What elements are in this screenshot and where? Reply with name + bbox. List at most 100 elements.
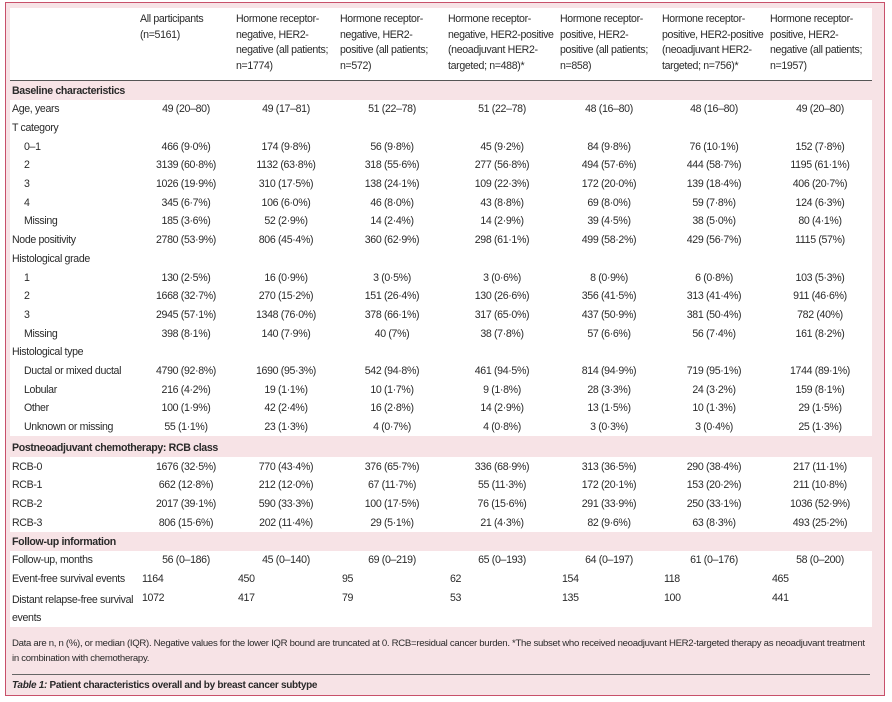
value-cell: 59 (7·8%) xyxy=(692,196,736,209)
table-row: Lobular 216 (4·2%) 19 (1·1%) 10 (1·7%) 9 (1·… xyxy=(10,380,872,399)
value-cell: 45 (0–140) xyxy=(262,554,310,567)
value-cell: 69 (8·0%) xyxy=(587,196,631,209)
value-cell: 151 (26·4%) xyxy=(364,290,420,303)
row-label: Missing xyxy=(24,327,58,340)
value-cell: 57 (6·6%) xyxy=(587,327,631,340)
value-cell: 130 (2·5%) xyxy=(161,271,211,284)
row-label: Postneoadjuvant chemotherapy: RCB class xyxy=(10,436,872,458)
value-cell: 313 (36·5%) xyxy=(581,460,637,473)
value-cell: 336 (68·9%) xyxy=(474,460,530,473)
value-cell: 55 (11·3%) xyxy=(477,479,527,492)
value-cell: 16 (2·8%) xyxy=(370,402,414,415)
value-cell: 770 (43·4%) xyxy=(258,460,314,473)
value-cell: 662 (12·8%) xyxy=(158,479,214,492)
value-cell: 493 (25·2%) xyxy=(792,516,848,529)
value-cell: 313 (41·4%) xyxy=(686,290,742,303)
row-label: 2 xyxy=(24,159,30,172)
value-cell: 441 xyxy=(772,591,789,604)
value-cell: 217 (11·1%) xyxy=(793,460,847,473)
patient-characteristics-table: All participants (n=5161) Hormone recepto… xyxy=(10,8,872,627)
value-cell: 14 (2·9%) xyxy=(480,215,524,228)
row-label: Follow-up, months xyxy=(12,554,93,567)
value-cell: 138 (24·1%) xyxy=(364,178,420,191)
value-cell: 494 (57·6%) xyxy=(581,159,637,172)
row-label: 2 xyxy=(24,290,30,303)
value-cell: 9 (1·8%) xyxy=(483,383,521,396)
value-cell: 211 (10·8%) xyxy=(793,479,847,492)
table-row: 3 1026 (19·9%) 310 (17·5%) 138 (24·1%) 109 (… xyxy=(10,175,872,194)
table-row: 0–1 466 (9·0%) 174 (9·8%) 56 (9·8%) 45 (9·2%… xyxy=(10,137,872,156)
row-label: Follow-up information xyxy=(10,532,872,552)
value-cell: 80 (4·1%) xyxy=(798,215,842,228)
value-cell: 4790 (92·8%) xyxy=(156,364,216,377)
value-cell: 56 (0–186) xyxy=(162,554,210,567)
column-header: Hormone receptor-positive, HER2-positive… xyxy=(560,13,648,72)
value-cell: 1164 xyxy=(142,573,164,586)
value-cell: 3 (0·6%) xyxy=(483,271,521,284)
value-cell: 814 (94·9%) xyxy=(581,364,637,377)
value-cell: 2945 (57·1%) xyxy=(156,308,216,321)
table-row: Missing 185 (3·6%) 52 (2·9%) 14 (2·4%) 14 (2… xyxy=(10,212,872,231)
value-cell: 63 (8·3%) xyxy=(692,516,736,529)
table-header-row: All participants (n=5161) Hormone recepto… xyxy=(10,8,872,81)
value-cell: 1690 (95·3%) xyxy=(256,364,316,377)
table-row: Age, years 49 (20–80) 49 (17–81) 51 (22–78)… xyxy=(10,100,872,119)
column-header: Hormone receptor-negative, HER2-negative… xyxy=(236,13,329,72)
value-cell: 55 (1·1%) xyxy=(164,421,208,434)
table-row: RCB-0 1676 (32·5%) 770 (43·4%) 376 (65·7%) 3… xyxy=(10,457,872,476)
column-header: Hormone receptor-negative, HER2-positive… xyxy=(340,13,428,72)
value-cell: 61 (0–176) xyxy=(690,554,738,567)
table-row: RCB-3 806 (15·6%) 202 (11·4%) 29 (5·1%) 21 (… xyxy=(10,513,872,532)
value-cell: 100 (1·9%) xyxy=(161,402,211,415)
value-cell: 154 xyxy=(562,573,579,586)
value-cell: 48 (16–80) xyxy=(690,103,738,116)
row-label: Age, years xyxy=(12,103,60,116)
value-cell: 62 xyxy=(450,573,462,586)
value-cell: 318 (55·6%) xyxy=(364,159,420,172)
caption-label: Table 1: xyxy=(12,680,48,691)
table-row: 4 345 (6·7%) 106 (6·0%) 46 (8·0%) 43 (8·8%) 6… xyxy=(10,193,872,212)
value-cell: 135 xyxy=(562,591,579,604)
row-label: 3 xyxy=(24,178,30,191)
value-cell: 1036 (52·9%) xyxy=(790,498,850,511)
row-label: Distant relapse-free survival events xyxy=(12,593,134,624)
value-cell: 1676 (32·5%) xyxy=(156,460,216,473)
value-cell: 52 (2·9%) xyxy=(264,215,308,228)
value-cell: 153 (20·2%) xyxy=(686,479,742,492)
value-cell: 4 (0·8%) xyxy=(483,421,521,434)
value-cell: 103 (5·3%) xyxy=(795,271,845,284)
value-cell: 317 (65·0%) xyxy=(474,308,530,321)
value-cell: 378 (66·1%) xyxy=(364,308,420,321)
value-cell: 356 (41·5%) xyxy=(581,290,637,303)
value-cell: 25 (1·3%) xyxy=(798,421,842,434)
row-label: Histological type xyxy=(12,346,84,359)
row-label: RCB-2 xyxy=(12,498,43,511)
value-cell: 109 (22·3%) xyxy=(474,178,530,191)
value-cell: 53 xyxy=(450,591,462,604)
value-cell: 277 (56·8%) xyxy=(474,159,530,172)
value-cell: 1348 (76·0%) xyxy=(256,308,316,321)
value-cell: 29 (1·5%) xyxy=(798,402,842,415)
value-cell: 2780 (53·9%) xyxy=(156,234,216,247)
group-header-row: Histological grade xyxy=(10,250,872,269)
table-row: 3 2945 (57·1%) 1348 (76·0%) 378 (66·1%) 317 … xyxy=(10,306,872,325)
table-row: 2 1668 (32·7%) 270 (15·2%) 151 (26·4%) 130 (… xyxy=(10,287,872,306)
value-cell: 38 (7·8%) xyxy=(480,327,524,340)
row-label: 0–1 xyxy=(24,140,41,153)
value-cell: 19 (1·1%) xyxy=(264,383,308,396)
value-cell: 291 (33·9%) xyxy=(581,498,637,511)
value-cell: 64 (0–197) xyxy=(585,554,633,567)
value-cell: 911 (46·6%) xyxy=(793,290,847,303)
row-label: 4 xyxy=(24,196,30,209)
caption-divider xyxy=(12,674,870,675)
value-cell: 69 (0–219) xyxy=(368,554,416,567)
table-row: Event-free survival events 1164 450 95 62 154… xyxy=(10,570,872,589)
row-label: Event-free survival events xyxy=(12,573,125,586)
row-label: 3 xyxy=(24,308,30,321)
value-cell: 406 (20·7%) xyxy=(792,178,848,191)
value-cell: 450 xyxy=(238,573,255,586)
row-label: T category xyxy=(12,122,59,135)
value-cell: 461 (94·5%) xyxy=(474,364,530,377)
table-row: Distant relapse-free survival events 1072… xyxy=(10,589,872,627)
value-cell: 51 (22–78) xyxy=(478,103,526,116)
